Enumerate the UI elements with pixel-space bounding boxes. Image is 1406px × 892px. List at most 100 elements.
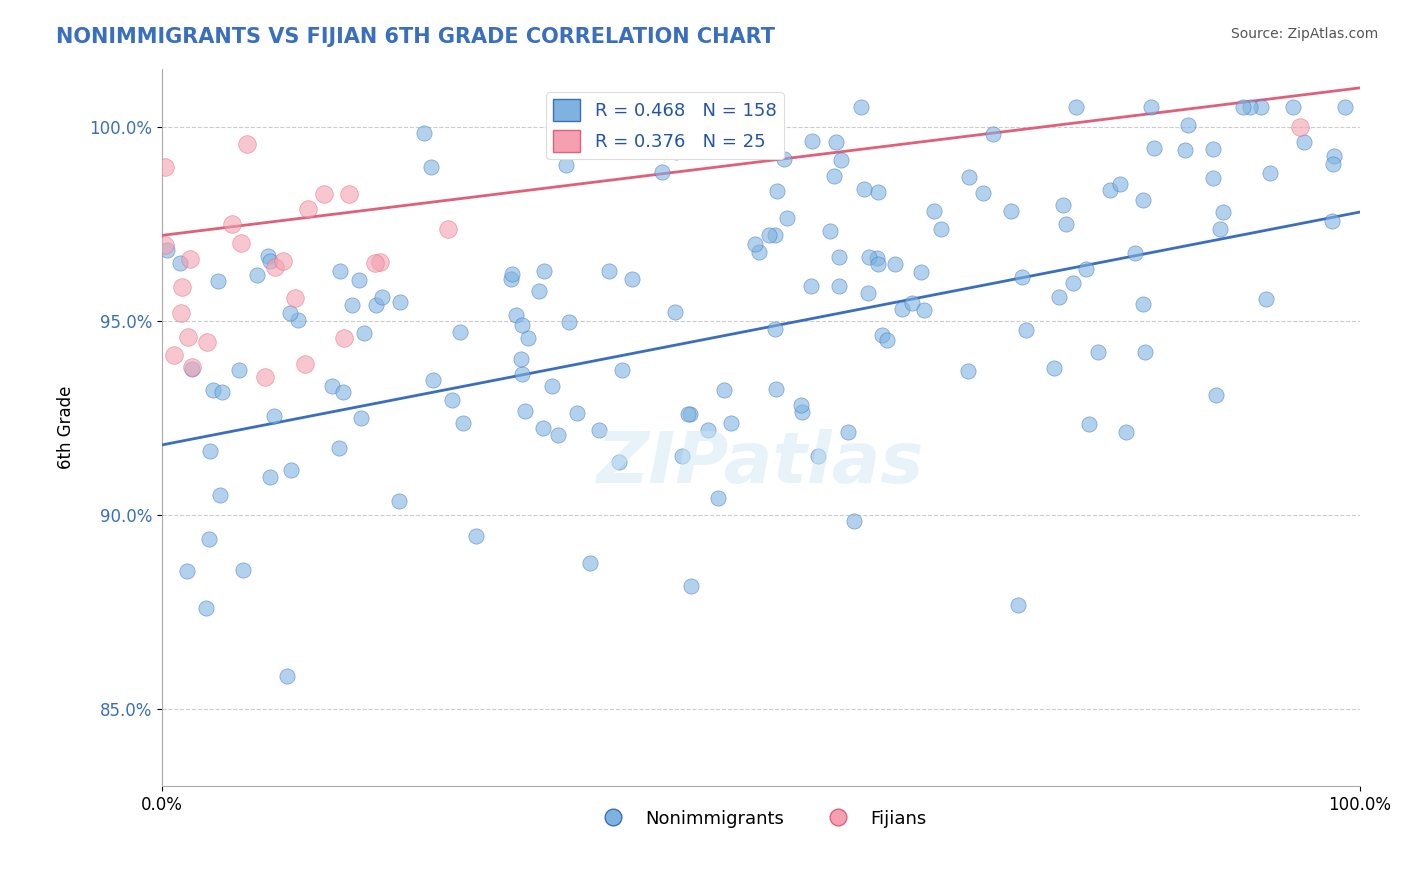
Point — [195, 600, 218, 615]
Point — [844, 514, 866, 528]
Point — [179, 252, 201, 266]
Point — [228, 363, 250, 377]
Point — [748, 244, 770, 259]
Point — [328, 442, 350, 456]
Point — [207, 274, 229, 288]
Point — [588, 423, 610, 437]
Point — [198, 444, 221, 458]
Point — [1011, 270, 1033, 285]
Point — [1099, 184, 1122, 198]
Point — [198, 532, 221, 546]
Point — [259, 470, 281, 484]
Point — [1143, 141, 1166, 155]
Point — [229, 235, 252, 250]
Point — [800, 134, 823, 148]
Point — [972, 186, 994, 200]
Point — [337, 187, 360, 202]
Point — [720, 416, 742, 430]
Point — [513, 404, 536, 418]
Point — [1062, 276, 1084, 290]
Point — [501, 267, 523, 281]
Point — [246, 268, 269, 283]
Point — [368, 255, 391, 269]
Y-axis label: 6th Grade: 6th Grade — [58, 386, 75, 469]
Point — [181, 360, 204, 375]
Point — [349, 273, 371, 287]
Point — [202, 383, 225, 397]
Point — [1202, 142, 1225, 156]
Point — [828, 279, 851, 293]
Point — [278, 306, 301, 320]
Point — [177, 330, 200, 344]
Point — [957, 364, 980, 378]
Point — [981, 127, 1004, 141]
Point — [765, 184, 787, 198]
Point — [1250, 100, 1272, 114]
Point — [276, 668, 298, 682]
Point — [610, 363, 633, 377]
Point — [1123, 246, 1146, 260]
Point — [790, 399, 813, 413]
Point — [271, 253, 294, 268]
Point — [1292, 135, 1315, 149]
Point — [866, 185, 889, 199]
Point — [232, 563, 254, 577]
Point — [910, 264, 932, 278]
Point — [155, 243, 177, 257]
Legend: Nonimmigrants, Fijians: Nonimmigrants, Fijians — [588, 803, 934, 835]
Point — [321, 379, 343, 393]
Point — [420, 160, 443, 174]
Point — [852, 182, 875, 196]
Point — [1205, 387, 1227, 401]
Point — [155, 161, 177, 175]
Point — [350, 410, 373, 425]
Point — [329, 264, 352, 278]
Point — [765, 321, 787, 335]
Point — [565, 406, 588, 420]
Point — [312, 187, 335, 202]
Point — [678, 407, 700, 421]
Point — [884, 257, 907, 271]
Point — [208, 488, 231, 502]
Point — [858, 250, 880, 264]
Point — [671, 449, 693, 463]
Point — [758, 227, 780, 242]
Point — [830, 153, 852, 167]
Point — [294, 357, 316, 371]
Point — [818, 224, 841, 238]
Point — [1256, 293, 1278, 307]
Point — [169, 306, 191, 320]
Point — [332, 385, 354, 400]
Point — [253, 370, 276, 384]
Point — [790, 405, 813, 419]
Point — [389, 295, 412, 310]
Point — [1000, 204, 1022, 219]
Point — [856, 286, 879, 301]
Point — [1320, 213, 1343, 227]
Point — [1135, 345, 1157, 359]
Point — [924, 203, 946, 218]
Point — [572, 100, 595, 114]
Point — [890, 302, 912, 317]
Point — [169, 256, 191, 270]
Point — [765, 382, 787, 396]
Point — [837, 425, 859, 440]
Point — [221, 218, 243, 232]
Point — [363, 256, 385, 270]
Point — [1054, 217, 1077, 231]
Point — [823, 169, 845, 183]
Point — [451, 416, 474, 430]
Point — [422, 373, 444, 387]
Point — [827, 250, 849, 264]
Point — [1132, 194, 1154, 208]
Point — [1177, 118, 1199, 132]
Point — [912, 302, 935, 317]
Point — [1258, 166, 1281, 180]
Point — [464, 529, 486, 543]
Point — [598, 263, 620, 277]
Point — [957, 169, 980, 184]
Point — [571, 123, 593, 137]
Point — [284, 291, 307, 305]
Point — [388, 494, 411, 508]
Point — [620, 272, 643, 286]
